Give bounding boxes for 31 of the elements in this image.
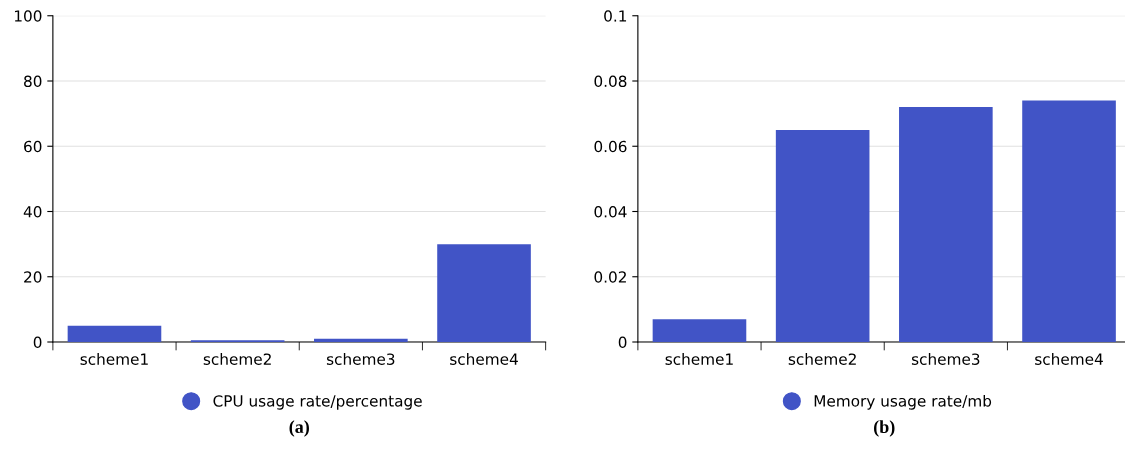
y-tick-label: 40 [23, 205, 42, 218]
bar [652, 319, 747, 342]
y-tick-label: 0.1 [604, 10, 627, 22]
y-tick-label: 0.04 [594, 205, 627, 218]
bar [899, 107, 993, 342]
x-tick-label: scheme1 [80, 353, 148, 365]
bar [67, 325, 162, 342]
x-tick-label: scheme3 [326, 353, 395, 365]
y-tick-label: 20 [24, 271, 42, 283]
y-tick-label: 80 [24, 75, 42, 88]
x-tick-label: scheme2 [788, 353, 856, 365]
x-tick-label: scheme2 [203, 353, 271, 365]
y-tick-label: 0 [618, 336, 627, 349]
text: (b) [874, 420, 895, 437]
x-tick-label: scheme4 [450, 353, 518, 365]
x-tick-label: scheme3 [911, 353, 980, 365]
y-tick-label: 0.02 [594, 271, 626, 283]
y-tick-label: 0.08 [594, 75, 627, 88]
bar [314, 338, 408, 342]
bar [437, 244, 531, 342]
y-tick-label: 60 [24, 140, 42, 153]
bar [775, 129, 870, 342]
y-tick-label: 0 [33, 336, 42, 349]
y-tick-label: 100 [14, 10, 42, 22]
legend-label: Memory usage rate/mb [814, 394, 992, 410]
x-tick-label: scheme4 [1035, 353, 1103, 365]
legend-label: CPU usage rate/percentage [213, 395, 422, 410]
bar [1022, 100, 1116, 342]
y-tick-label: 0.06 [594, 140, 627, 153]
x-tick-label: scheme1 [665, 353, 733, 365]
text: (a) [289, 420, 309, 437]
